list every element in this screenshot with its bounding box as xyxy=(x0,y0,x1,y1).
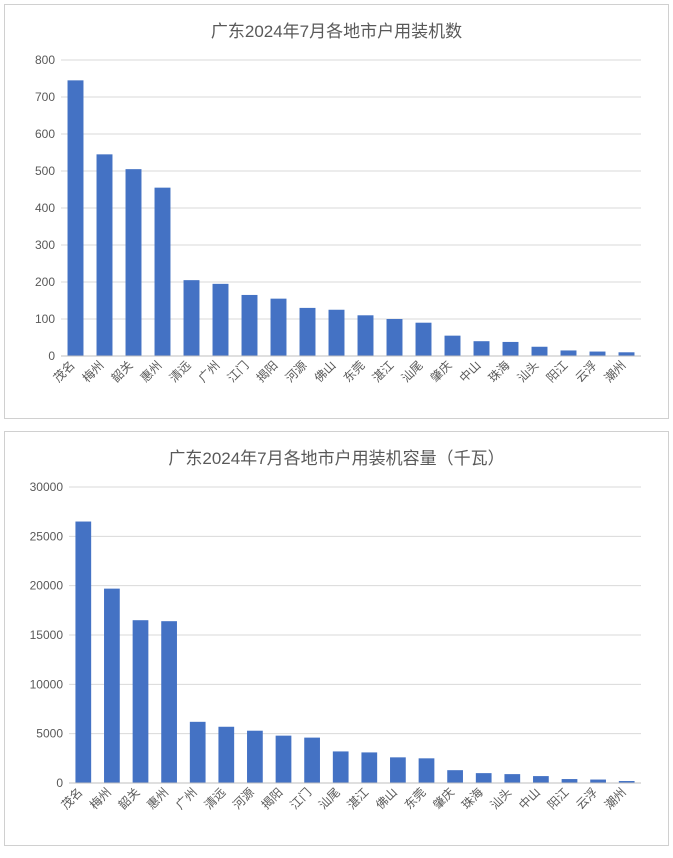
x-tick-label: 肇庆 xyxy=(430,785,458,813)
bar xyxy=(590,780,606,783)
x-tick-label: 汕头 xyxy=(488,785,515,812)
bar xyxy=(329,310,345,356)
bar xyxy=(75,522,91,783)
bar xyxy=(476,773,492,783)
bar xyxy=(619,352,635,356)
x-tick-label: 东莞 xyxy=(341,358,368,385)
bar xyxy=(445,336,461,356)
bar xyxy=(504,774,520,783)
x-tick-label: 梅州 xyxy=(86,785,114,813)
x-tick-label: 湛江 xyxy=(345,785,372,812)
bar xyxy=(447,770,463,783)
y-tick-label: 10000 xyxy=(30,677,64,691)
y-tick-label: 800 xyxy=(35,54,55,67)
bar xyxy=(333,751,349,783)
x-tick-label: 珠海 xyxy=(485,358,513,386)
x-tick-label: 阳江 xyxy=(545,785,572,812)
x-tick-label: 江门 xyxy=(224,358,252,386)
x-tick-label: 揭阳 xyxy=(258,785,286,813)
x-tick-label: 河源 xyxy=(230,785,257,812)
bar xyxy=(68,80,84,356)
y-tick-label: 15000 xyxy=(30,628,64,642)
y-tick-label: 500 xyxy=(35,164,55,178)
bar xyxy=(562,779,578,783)
x-tick-label: 韶关 xyxy=(108,358,136,386)
bar xyxy=(304,738,320,783)
x-tick-label: 阳江 xyxy=(544,358,571,385)
x-tick-label: 汕头 xyxy=(515,358,542,385)
bar xyxy=(184,280,200,356)
bar xyxy=(104,589,120,783)
y-tick-label: 5000 xyxy=(36,727,63,741)
y-tick-label: 200 xyxy=(35,275,55,289)
bar xyxy=(247,731,263,783)
bar xyxy=(416,323,432,356)
chart-panel-installations: 广东2024年7月各地市户用装机数 0 100 200 300 400 500 600 700… xyxy=(4,4,669,419)
x-tick-label: 珠海 xyxy=(458,785,486,813)
x-tick-label: 中山 xyxy=(515,785,543,813)
x-tick-label: 潮州 xyxy=(601,785,629,813)
chart-title-2: 广东2024年7月各地市户用装机容量（千瓦） xyxy=(13,444,660,469)
chart-panel-capacity: 广东2024年7月各地市户用装机容量（千瓦） 0 5000 10000 15000 20… xyxy=(4,431,669,846)
bar xyxy=(532,347,548,356)
bar xyxy=(161,621,177,783)
bar xyxy=(387,319,403,356)
y-tick-label: 600 xyxy=(35,127,55,141)
y-tick-label: 0 xyxy=(56,776,63,790)
y-tick-label: 300 xyxy=(35,238,55,252)
bar xyxy=(419,758,435,783)
x-tick-label: 东莞 xyxy=(402,785,429,812)
bar xyxy=(474,341,490,356)
x-tick-label: 潮州 xyxy=(601,358,629,386)
x-tick-label: 佛山 xyxy=(373,785,400,812)
x-tick-label: 汕尾 xyxy=(316,785,343,812)
bar xyxy=(358,315,374,356)
y-tick-label: 30000 xyxy=(30,481,64,494)
x-tick-label: 广州 xyxy=(196,358,223,385)
x-tick-label: 云浮 xyxy=(573,358,600,385)
bar xyxy=(218,727,234,783)
x-tick-label: 清远 xyxy=(167,358,194,385)
y-tick-label: 100 xyxy=(35,312,55,326)
x-tick-label: 汕尾 xyxy=(399,358,426,385)
y-tick-label: 20000 xyxy=(30,579,64,593)
bar xyxy=(503,342,519,356)
x-tick-label: 清远 xyxy=(202,785,229,812)
bar xyxy=(590,352,606,356)
bar xyxy=(126,169,142,356)
y-tick-label: 25000 xyxy=(30,529,64,543)
bar xyxy=(561,350,577,356)
x-tick-label: 江门 xyxy=(287,785,315,813)
x-tick-label: 梅州 xyxy=(79,358,107,386)
bar xyxy=(390,757,406,783)
bar xyxy=(213,284,229,356)
bar xyxy=(533,776,549,783)
x-tick-label: 惠州 xyxy=(144,785,171,812)
x-tick-label: 韶关 xyxy=(115,785,143,813)
chart-svg-2: 050001000015000200002500030000茂名梅州韶关惠州广州… xyxy=(13,481,653,841)
bar xyxy=(242,295,258,356)
bar xyxy=(361,752,377,783)
x-tick-label: 揭阳 xyxy=(253,358,281,386)
x-tick-label: 中山 xyxy=(456,358,484,386)
y-tick-label: 400 xyxy=(35,201,55,215)
bar xyxy=(271,299,287,356)
bar xyxy=(133,620,149,783)
chart-svg-1: 0100200300400500600700800茂名梅州韶关惠州清远广州江门揭… xyxy=(13,54,653,414)
bar xyxy=(300,308,316,356)
chart-title-1: 广东2024年7月各地市户用装机数 xyxy=(13,17,660,42)
x-tick-label: 河源 xyxy=(283,358,310,385)
bar xyxy=(155,188,171,356)
bar xyxy=(190,722,206,783)
x-tick-label: 湛江 xyxy=(370,358,397,385)
y-tick-label: 0 xyxy=(48,349,55,363)
bar xyxy=(97,154,113,356)
bar xyxy=(276,736,292,783)
x-tick-label: 惠州 xyxy=(138,358,165,385)
x-tick-label: 佛山 xyxy=(312,358,339,385)
x-tick-label: 云浮 xyxy=(573,785,600,812)
x-tick-label: 广州 xyxy=(173,785,200,812)
y-tick-label: 700 xyxy=(35,90,55,104)
x-tick-label: 肇庆 xyxy=(427,358,455,386)
